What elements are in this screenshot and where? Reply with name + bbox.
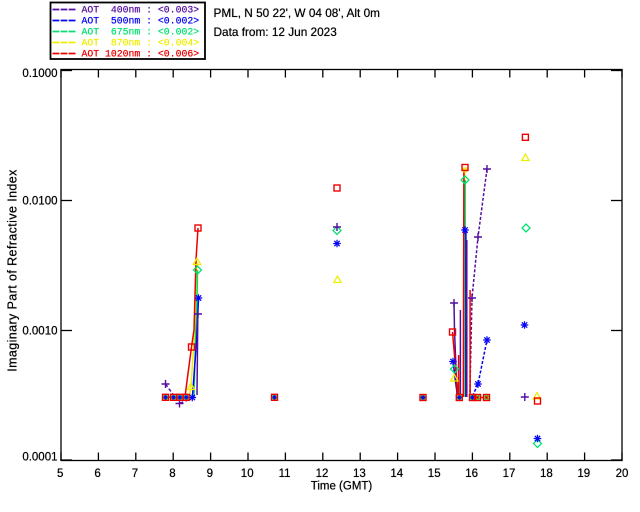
svg-text:9: 9: [207, 468, 213, 480]
svg-text:18: 18: [540, 468, 553, 480]
svg-text:5: 5: [57, 468, 63, 480]
svg-text:PML, N 50 22', W 04 08', Alt 0: PML, N 50 22', W 04 08', Alt 0m: [214, 6, 381, 20]
svg-text:16: 16: [465, 468, 478, 480]
svg-text:AOT 1020nm : <0.006>: AOT 1020nm : <0.006>: [82, 49, 200, 60]
svg-text:Imaginary Part of Refractive I: Imaginary Part of Refractive Index: [6, 169, 20, 372]
svg-text:14: 14: [390, 468, 403, 480]
svg-text:19: 19: [577, 468, 590, 480]
svg-text:13: 13: [353, 468, 366, 480]
svg-text:8: 8: [169, 468, 175, 480]
svg-text:15: 15: [428, 468, 441, 480]
svg-text:0.0010: 0.0010: [22, 326, 57, 338]
svg-text:11: 11: [279, 468, 291, 480]
svg-text:0.1000: 0.1000: [22, 68, 57, 80]
svg-text:AOT 870nm : <0.004>: AOT 870nm : <0.004>: [82, 38, 200, 49]
svg-text:Data from: 12 Jun 2023: Data from: 12 Jun 2023: [214, 25, 338, 39]
svg-text:12: 12: [316, 468, 329, 480]
svg-text:Time (GMT): Time (GMT): [311, 481, 373, 493]
svg-text:7: 7: [132, 468, 138, 480]
svg-text:0.0001: 0.0001: [22, 451, 57, 463]
svg-text:AOT 675nm : <0.002>: AOT 675nm : <0.002>: [82, 27, 200, 38]
svg-text:10: 10: [241, 468, 254, 480]
svg-text:0.0100: 0.0100: [22, 196, 57, 208]
svg-text:20: 20: [616, 468, 629, 480]
svg-text:AOT 400nm : <0.003>: AOT 400nm : <0.003>: [82, 5, 200, 16]
svg-text:17: 17: [503, 468, 516, 480]
svg-text:AOT 500nm : <0.002>: AOT 500nm : <0.002>: [82, 16, 200, 27]
svg-text:6: 6: [94, 468, 100, 480]
